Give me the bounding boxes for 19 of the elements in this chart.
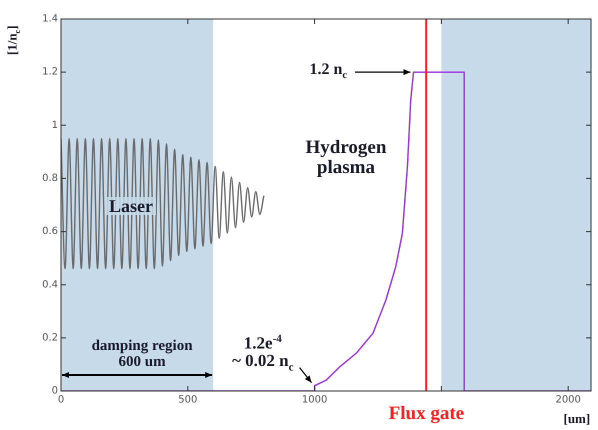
y-tick-label: 0.8 <box>42 173 58 184</box>
annotation: Hydrogen plasma <box>306 137 386 178</box>
x-tick-label: 1000 <box>302 394 328 406</box>
y-tick-label: 0 <box>52 386 58 397</box>
ref-line-label: Flux gate <box>388 403 464 424</box>
x-axis-title: [um] <box>564 411 590 426</box>
annotation: 1.2 n$_{c}$ <box>309 61 348 82</box>
annotation: Laser <box>106 196 156 216</box>
x-tick-label: 500 <box>178 394 198 406</box>
y-tick-label: 1.2 <box>42 66 58 78</box>
band-label: damping region 600 um <box>92 338 193 370</box>
y-tick-label: 0.2 <box>42 332 58 344</box>
x-tick-label: 2000 <box>555 394 581 406</box>
y-tick-label: 0.6 <box>42 226 58 238</box>
line-series <box>61 138 265 270</box>
y-tick-label: 1 <box>52 120 58 131</box>
annotation: 1.2e$^{-4}$ ~ 0.02 n$_{c}$ <box>232 332 294 374</box>
y-tick-label: 1.4 <box>42 14 58 25</box>
y-tick-label: 0.4 <box>42 279 58 290</box>
